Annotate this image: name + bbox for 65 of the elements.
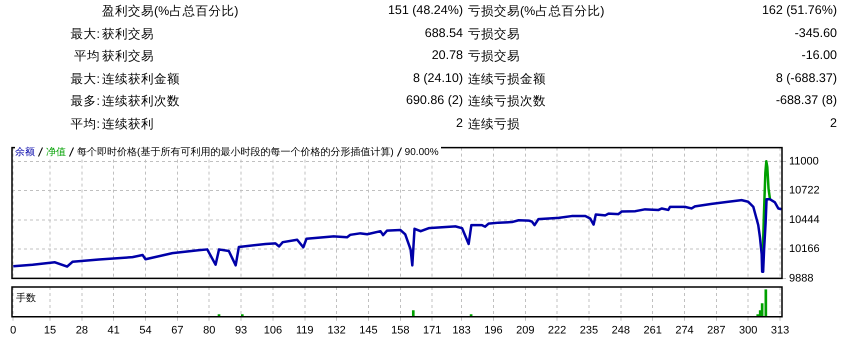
text: 20.78: [432, 48, 463, 62]
text: 8 (-688.37): [776, 70, 837, 84]
y-tick-label: 10166: [789, 243, 820, 256]
x-tick-label: 300: [739, 324, 758, 336]
x-tick-label: 80: [203, 324, 216, 336]
text: 获利交易: [102, 26, 154, 42]
text: 连续获利: [102, 116, 154, 132]
x-tick-label: 0: [10, 324, 16, 336]
x-tick-label: 222: [548, 324, 566, 336]
x-tick-label: 261: [643, 324, 662, 336]
y-tick-label: 9888: [789, 272, 814, 284]
text: 连续亏损: [468, 116, 520, 132]
x-tick-label: 274: [675, 324, 694, 336]
text: -345.60: [794, 26, 837, 40]
x-tick-label: 287: [707, 324, 726, 336]
text: 151 (48.24%): [388, 3, 463, 17]
text: 亏损交易: [468, 26, 520, 42]
chart-subtitle: 90.00%: [404, 146, 439, 158]
text: 8 (24.10): [412, 70, 463, 84]
x-tick-label: 313: [770, 324, 790, 336]
x-tick-label: 248: [612, 324, 630, 336]
text: -688.37 (8): [776, 93, 837, 107]
text: 连续获利金额: [102, 70, 180, 88]
text: 获利交易: [102, 48, 154, 65]
x-tick-label: 183: [452, 324, 471, 336]
chart-title: 每个即时价格(基于所有可利用的最小时段的每一个价格的分形插值计算): [77, 146, 394, 159]
y-tick-label: 11000: [789, 155, 819, 168]
text: 平均:: [70, 116, 100, 132]
text: 平均: [74, 48, 100, 65]
text: 最大:: [70, 26, 100, 42]
x-tick-label: 158: [391, 324, 410, 336]
text: 最大:: [70, 70, 100, 88]
text: 688.54: [424, 26, 463, 40]
text: 盈利交易(%占总百分比): [102, 3, 238, 20]
chart-title: 手数: [16, 292, 36, 305]
text: 亏损交易(%占总百分比): [468, 3, 604, 20]
x-tick-label: 132: [327, 324, 346, 336]
x-tick-label: 171: [422, 324, 442, 336]
x-tick-label: 41: [108, 324, 120, 336]
y-tick-label: 10444: [789, 214, 820, 226]
x-tick-label: 196: [484, 324, 503, 336]
x-tick-label: 106: [264, 324, 282, 336]
x-tick-label: 28: [76, 324, 88, 336]
text: 余额: [15, 146, 35, 159]
text: 2: [456, 116, 463, 130]
x-tick-label: 54: [139, 324, 152, 336]
text: 亏损交易: [468, 48, 520, 65]
text: 162 (51.76%): [762, 3, 837, 17]
text: 净值: [46, 146, 66, 159]
x-tick-label: 119: [296, 324, 314, 336]
x-tick-label: 145: [359, 324, 378, 336]
text: 连续获利次数: [102, 93, 180, 110]
x-tick-label: 67: [171, 324, 184, 336]
bar: [764, 289, 768, 317]
x-tick-label: 209: [516, 324, 534, 336]
text: -16.00: [802, 48, 837, 62]
text: 最多:: [70, 93, 100, 110]
text: 690.86 (2): [406, 93, 463, 107]
y-tick-label: 10722: [789, 184, 820, 197]
text: 2: [830, 116, 837, 130]
text: 连续亏损次数: [468, 93, 546, 110]
text: 连续亏损金额: [468, 70, 546, 88]
x-tick-label: 93: [234, 324, 248, 336]
x-tick-label: 15: [44, 324, 56, 336]
x-tick-label: 235: [580, 324, 598, 336]
